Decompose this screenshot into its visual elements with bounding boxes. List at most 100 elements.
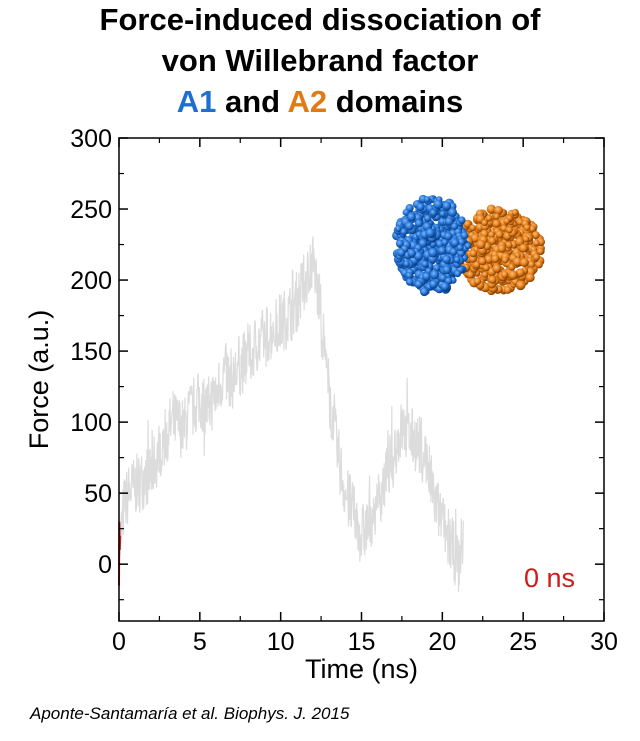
a1-atom [441,239,449,246]
a2-atom [493,205,503,215]
a2-atom [473,277,482,286]
a2-atom [478,257,487,266]
a2-atom [486,204,496,214]
a1-atom [444,232,453,241]
a2-atom [473,261,481,269]
a1-atom [433,199,443,210]
a2-atom [476,239,486,250]
y-tick-label: 150 [70,338,112,366]
a1-atom [444,217,454,226]
a2-atom [488,275,497,284]
a1-atom [460,231,469,240]
a1-atom [403,260,410,268]
y-tick-label: 200 [70,267,112,295]
citation: Aponte-Santamaría et al. Biophys. J. 201… [30,704,350,723]
a1-atom [400,228,408,236]
y-tick-label: 300 [70,125,112,153]
a2-atom [481,219,488,226]
a1-atom [458,216,466,224]
y-tick-label: 250 [70,196,112,224]
a2-atom [501,256,509,264]
a1-atom [442,201,452,211]
a2-atom [485,214,493,222]
a2-atom [535,260,543,269]
a1-atom [429,270,440,280]
a2-atom [497,244,507,253]
a1-atom [456,244,464,252]
a2-atom [522,235,530,243]
x-tick-label: 15 [348,628,376,656]
a1-atom [422,272,431,281]
chart-title-line-1: Force-induced dissociation of [99,2,541,37]
a2-atom [523,224,531,231]
a2-atom [492,264,502,273]
a1-atom [405,278,414,286]
a1-atom [429,279,438,289]
a1-domain-label: A1 [176,84,217,119]
x-tick-label: 5 [193,628,207,656]
force-line [118,236,464,593]
x-tick-label: 10 [267,628,295,656]
a2-atom [469,224,476,232]
x-tick-label: 0 [112,628,126,656]
a2-atom [466,271,475,279]
a2-atom [495,230,504,239]
a1-atom [437,246,447,255]
a2-atom [482,264,490,272]
a2-atom [501,271,509,279]
a2-atom [470,233,480,243]
a2-atom [508,270,518,280]
a1-atom [407,249,416,258]
x-tick-label: 20 [428,628,456,656]
x-axis-label: Time (ns) [305,654,418,684]
x-tick-label: 25 [509,628,537,656]
a1-atom [421,260,429,268]
a1-atom [423,196,431,203]
a2-atom [511,209,519,216]
a2-atom [516,280,526,290]
a1-atom [457,238,466,246]
a1-atom [405,272,413,280]
a1-atom [414,251,423,261]
a2-atom [531,231,540,240]
a2-atom [515,268,525,278]
a1-atom [449,248,458,256]
y-tick-label: 50 [84,480,112,508]
a1-atom [450,222,459,231]
a2-atom [528,225,536,233]
a1-atom [420,287,429,297]
force-trace [118,236,464,593]
y-tick-label: 100 [70,409,112,437]
a1-atom [440,282,450,291]
x-tick-label: 30 [590,628,618,656]
y-axis-label: Force (a.u.) [24,310,54,450]
a1-atom [429,209,437,217]
a1-atom [442,255,451,264]
a1-atom [402,208,410,216]
a2-atom [503,217,511,225]
a1-atom [416,202,425,212]
a1-atom [447,207,457,217]
a1-atom [414,219,423,228]
a2-atom [503,286,512,294]
a2-atom [512,257,522,267]
a2-atom [492,219,501,228]
a2-atom [506,226,513,234]
a1-atom [414,280,423,289]
a2-domain-label: A2 [287,84,328,119]
and-label: and [216,84,288,119]
a2-atom [533,239,540,247]
a2-atom [469,249,478,258]
a1-atom [457,249,465,258]
chart-title-line-3: A1 and A2 domains [0,86,640,117]
time-readout: 0 ns [524,563,575,593]
a1-atom [454,270,462,278]
a1-atom [450,238,460,248]
chart-title-line-2: von Willebrand factor [161,43,479,78]
a1-atom [439,210,446,218]
domains-label: domains [327,84,464,119]
a1-atom [404,221,414,231]
a1-atom [425,228,436,238]
